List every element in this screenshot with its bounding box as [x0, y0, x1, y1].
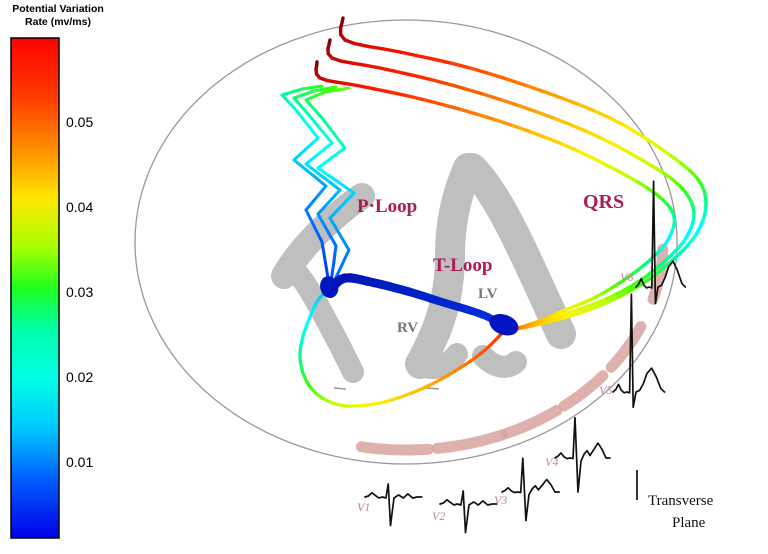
svg-text:Rate (mv/ms): Rate (mv/ms) — [25, 16, 91, 28]
svg-text:0.02: 0.02 — [66, 369, 93, 385]
svg-text:QRS: QRS — [583, 191, 624, 213]
svg-text:Plane: Plane — [672, 515, 706, 531]
svg-text:0.01: 0.01 — [66, 454, 93, 470]
svg-text:V3: V3 — [494, 493, 507, 507]
svg-text:Potential Variation: Potential Variation — [12, 3, 104, 15]
svg-text:0.05: 0.05 — [66, 114, 93, 130]
svg-text:V4: V4 — [545, 455, 558, 469]
svg-text:V5: V5 — [599, 383, 612, 397]
svg-text:RV: RV — [397, 320, 418, 336]
svg-text:0.03: 0.03 — [66, 284, 93, 300]
svg-text:LV: LV — [478, 286, 498, 302]
svg-text:0.04: 0.04 — [66, 199, 93, 215]
svg-text:V6: V6 — [620, 270, 633, 284]
svg-text:Transverse: Transverse — [648, 493, 714, 509]
svg-text:T-Loop: T-Loop — [433, 255, 493, 276]
svg-text:P·Loop: P·Loop — [357, 196, 417, 217]
svg-text:V2: V2 — [432, 509, 445, 523]
svg-text:V1: V1 — [357, 500, 370, 514]
